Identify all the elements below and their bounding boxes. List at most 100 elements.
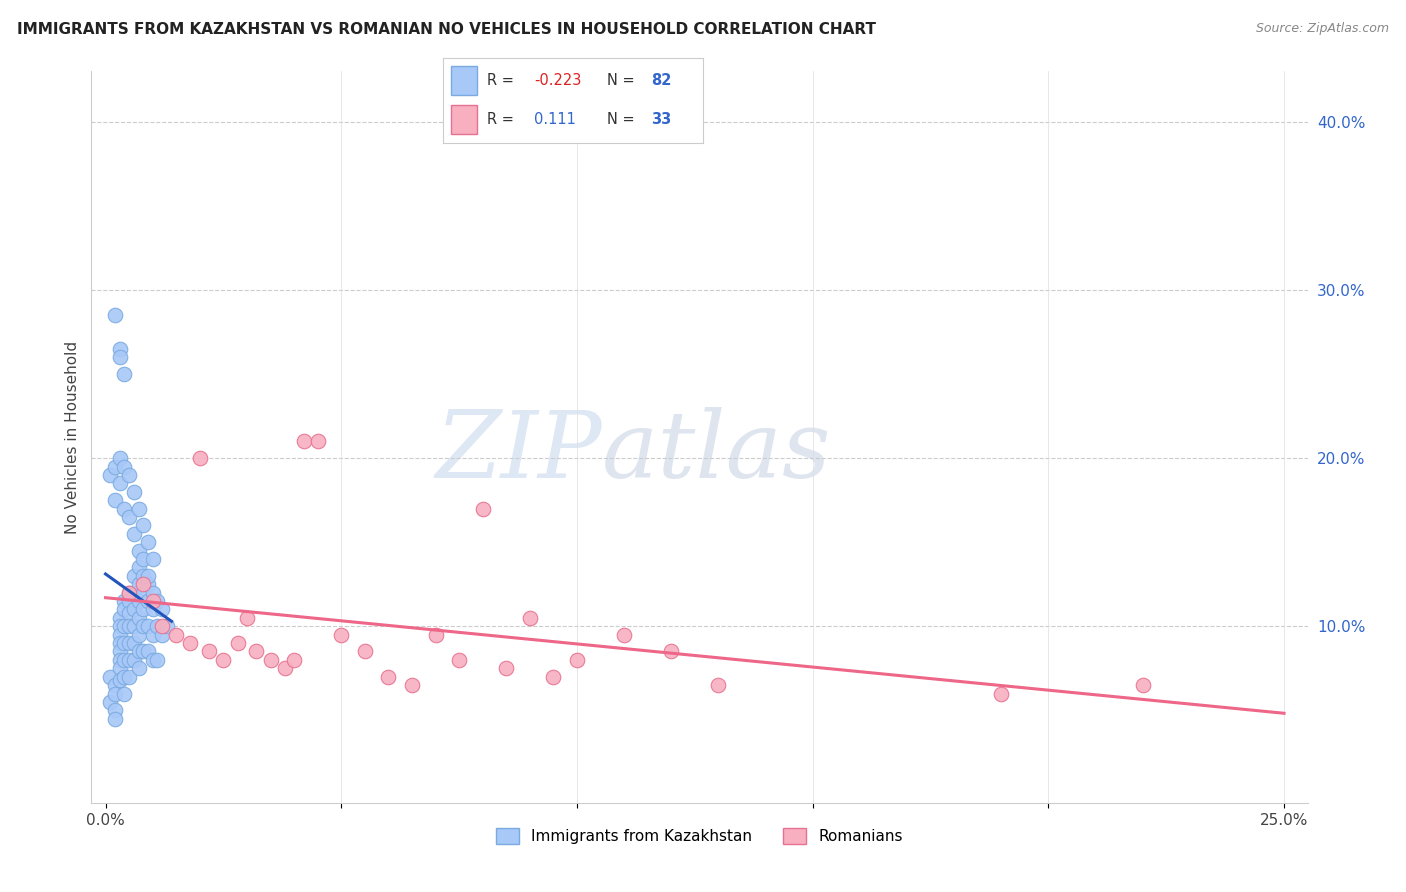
Point: [128, 577, 150, 591]
Point: [108, 342, 131, 356]
Y-axis label: No Vehicles in Household: No Vehicles in Household: [65, 341, 80, 533]
Point: [136, 594, 159, 608]
Point: [118, 585, 141, 599]
Legend: Immigrants from Kazakhstan, Romanians: Immigrants from Kazakhstan, Romanians: [491, 822, 908, 850]
Point: [108, 653, 131, 667]
Point: [128, 560, 150, 574]
Point: [128, 543, 150, 558]
Point: [118, 585, 141, 599]
Text: Source: ZipAtlas.com: Source: ZipAtlas.com: [1256, 22, 1389, 36]
Point: [156, 619, 179, 633]
Point: [108, 627, 131, 641]
Point: [377, 670, 399, 684]
Point: [132, 619, 155, 633]
Point: [307, 434, 329, 449]
Point: [104, 493, 127, 508]
Point: [990, 686, 1012, 700]
Text: 82: 82: [651, 73, 671, 88]
Point: [136, 619, 159, 633]
Point: [150, 619, 173, 633]
Point: [330, 627, 353, 641]
Point: [132, 644, 155, 658]
FancyBboxPatch shape: [451, 67, 477, 95]
Point: [122, 619, 145, 633]
Text: IMMIGRANTS FROM KAZAKHSTAN VS ROMANIAN NO VEHICLES IN HOUSEHOLD CORRELATION CHAR: IMMIGRANTS FROM KAZAKHSTAN VS ROMANIAN N…: [17, 22, 876, 37]
Point: [136, 569, 159, 583]
Point: [146, 619, 169, 633]
Point: [128, 594, 150, 608]
Text: atlas: atlas: [602, 407, 832, 497]
Point: [128, 644, 150, 658]
Point: [707, 678, 730, 692]
Point: [118, 467, 141, 482]
Point: [104, 459, 127, 474]
Point: [236, 611, 259, 625]
Point: [108, 661, 131, 675]
Point: [150, 602, 173, 616]
Point: [401, 678, 423, 692]
Text: 0.111: 0.111: [534, 112, 576, 128]
Point: [112, 594, 135, 608]
Point: [543, 670, 565, 684]
Point: [519, 611, 541, 625]
Point: [104, 678, 127, 692]
Point: [118, 619, 141, 633]
Point: [108, 673, 131, 687]
Point: [142, 594, 165, 608]
Point: [104, 308, 127, 322]
Point: [495, 661, 517, 675]
Point: [565, 653, 588, 667]
Point: [128, 627, 150, 641]
Point: [659, 644, 682, 658]
Point: [108, 451, 131, 466]
Point: [128, 611, 150, 625]
Point: [449, 653, 471, 667]
Point: [613, 627, 636, 641]
Point: [104, 712, 127, 726]
Point: [132, 602, 155, 616]
Point: [179, 636, 201, 650]
Text: -0.223: -0.223: [534, 73, 581, 88]
Point: [118, 510, 141, 524]
Point: [108, 350, 131, 364]
Point: [142, 552, 165, 566]
Point: [136, 535, 159, 549]
Point: [112, 686, 135, 700]
Text: N =: N =: [607, 73, 638, 88]
Point: [122, 602, 145, 616]
Point: [98, 670, 121, 684]
Point: [108, 619, 131, 633]
Point: [132, 552, 155, 566]
Point: [142, 585, 165, 599]
Point: [104, 686, 127, 700]
Point: [128, 661, 150, 675]
Point: [212, 653, 235, 667]
Point: [112, 367, 135, 381]
Point: [112, 602, 135, 616]
Point: [108, 611, 131, 625]
Point: [122, 484, 145, 499]
Point: [198, 644, 221, 658]
Point: [142, 653, 165, 667]
Point: [128, 501, 150, 516]
Point: [150, 627, 173, 641]
Point: [112, 459, 135, 474]
Point: [122, 526, 145, 541]
FancyBboxPatch shape: [451, 105, 477, 134]
Point: [112, 636, 135, 650]
Point: [471, 501, 494, 516]
Point: [112, 501, 135, 516]
Text: R =: R =: [486, 112, 519, 128]
Point: [146, 594, 169, 608]
Point: [118, 653, 141, 667]
Point: [118, 606, 141, 620]
Point: [122, 636, 145, 650]
Point: [245, 644, 267, 658]
Point: [146, 653, 169, 667]
Point: [108, 636, 131, 650]
Point: [112, 670, 135, 684]
Point: [165, 627, 187, 641]
Point: [98, 695, 121, 709]
Point: [118, 670, 141, 684]
Point: [273, 661, 295, 675]
